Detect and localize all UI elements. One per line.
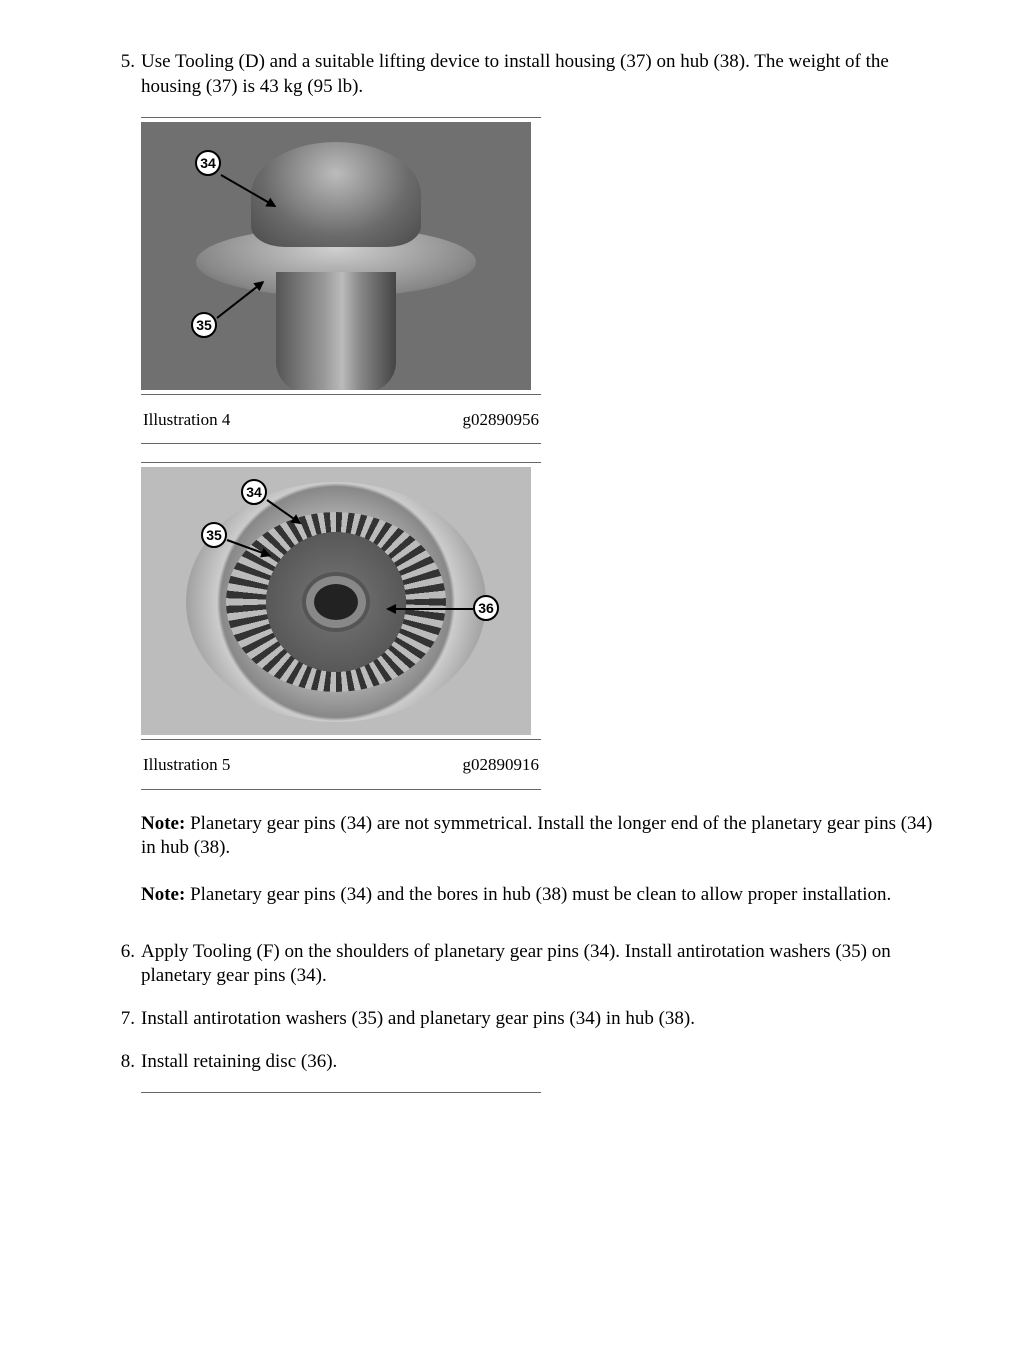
figure-5: 34 35 36 Illustration 5 g02890916 bbox=[141, 462, 541, 789]
note-1-prefix: Note: bbox=[141, 813, 185, 834]
figure-5-caption: Illustration 5 g02890916 bbox=[141, 739, 541, 788]
step-5: 5. Use Tooling (D) and a suitable liftin… bbox=[105, 50, 944, 922]
figure-4-image: 34 35 bbox=[141, 122, 531, 390]
figure-5-image: 34 35 36 bbox=[141, 467, 531, 735]
step-8-number: 8. bbox=[105, 1050, 141, 1094]
note-1: Note: Planetary gear pins (34) are not s… bbox=[141, 812, 944, 861]
step-5-text: Use Tooling (D) and a suitable lifting d… bbox=[141, 50, 944, 99]
figure-5-code: g02890916 bbox=[463, 754, 540, 776]
step-7-text: Install antirotation washers (35) and pl… bbox=[141, 1007, 944, 1032]
note-2-text: Planetary gear pins (34) and the bores i… bbox=[185, 884, 891, 905]
figure-4-code: g02890956 bbox=[463, 409, 540, 431]
step-5-body: Use Tooling (D) and a suitable lifting d… bbox=[141, 50, 944, 922]
figure-4-caption: Illustration 4 g02890956 bbox=[141, 394, 541, 443]
figure-4: 34 35 Illustration 4 g02890956 bbox=[141, 117, 541, 444]
figure-4-label: Illustration 4 bbox=[143, 409, 230, 431]
note-2-prefix: Note: bbox=[141, 884, 185, 905]
note-1-text: Planetary gear pins (34) are not symmetr… bbox=[141, 813, 932, 859]
step-5-number: 5. bbox=[105, 50, 141, 922]
step-7-number: 7. bbox=[105, 1007, 141, 1032]
instruction-list: 5. Use Tooling (D) and a suitable liftin… bbox=[105, 50, 944, 1093]
step-6-number: 6. bbox=[105, 940, 141, 989]
callout-36: 36 bbox=[473, 595, 499, 621]
step-8-body: Install retaining disc (36). bbox=[141, 1050, 944, 1094]
figure-divider bbox=[141, 1092, 541, 1093]
step-6-text: Apply Tooling (F) on the shoulders of pl… bbox=[141, 940, 944, 989]
step-7: 7. Install antirotation washers (35) and… bbox=[105, 1007, 944, 1032]
step-6: 6. Apply Tooling (F) on the shoulders of… bbox=[105, 940, 944, 989]
hub-top-shape bbox=[251, 142, 421, 247]
figure-5-label: Illustration 5 bbox=[143, 754, 230, 776]
step-8: 8. Install retaining disc (36). bbox=[105, 1050, 944, 1094]
callout-35: 35 bbox=[191, 312, 217, 338]
step-8-text: Install retaining disc (36). bbox=[141, 1050, 944, 1075]
callout-34: 34 bbox=[195, 150, 221, 176]
note-2: Note: Planetary gear pins (34) and the b… bbox=[141, 883, 944, 908]
shaft-shape bbox=[276, 272, 396, 390]
